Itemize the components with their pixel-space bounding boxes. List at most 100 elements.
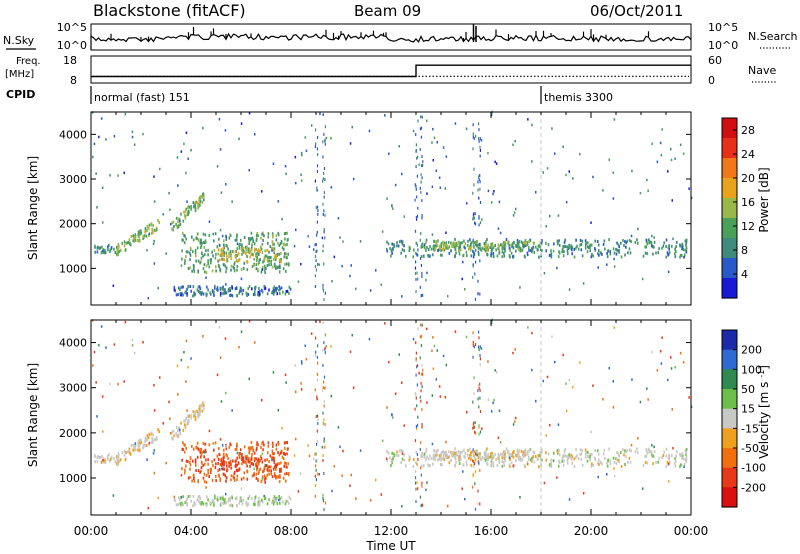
velocity-cell [146, 434, 149, 438]
power-cell [542, 171, 544, 174]
power-cell [589, 246, 591, 249]
velocity-cell [420, 455, 422, 458]
power-cell [195, 237, 198, 240]
power-cell [181, 257, 183, 261]
velocity-cell [189, 494, 192, 498]
velocity-cell [391, 451, 393, 455]
velocity-cell [501, 464, 504, 468]
velocity-cell [324, 445, 326, 449]
velocity-cell [415, 358, 417, 362]
velocity-cell [301, 362, 303, 365]
velocity-cell [492, 461, 495, 465]
power-cell [445, 155, 448, 158]
velocity-cell [199, 450, 202, 454]
power-cell [416, 253, 418, 257]
velocity-cell [421, 484, 423, 488]
power-cell [308, 245, 311, 248]
power-cell [322, 213, 324, 216]
velocity-cell [300, 472, 302, 475]
power-cell [190, 207, 192, 211]
power-cell [401, 248, 404, 252]
velocity-cell [287, 447, 289, 451]
y-tick-label: 4000 [59, 128, 87, 141]
power-cell [665, 255, 667, 259]
power-cell [416, 214, 419, 218]
power-cell [261, 290, 264, 294]
power-cell [422, 160, 424, 164]
power-cell [212, 232, 214, 236]
velocity-cell [242, 476, 245, 480]
velocity-cell [202, 463, 204, 467]
power-cell [349, 274, 351, 278]
power-cell [499, 231, 502, 235]
velocity-cell [479, 363, 481, 367]
power-cell [473, 212, 475, 216]
power-cell [472, 249, 474, 253]
power-cell [517, 246, 520, 250]
power-cell [204, 241, 206, 245]
velocity-cell [417, 364, 419, 368]
power-cell [127, 241, 130, 244]
power-cell [185, 171, 187, 175]
velocity-cell [275, 465, 278, 469]
power-cell [223, 258, 226, 262]
power-cell [391, 251, 393, 255]
power-cell [458, 246, 461, 250]
power-cell [236, 294, 238, 298]
power-cell [145, 228, 147, 232]
velocity-cell [464, 451, 467, 455]
velocity-cell [231, 504, 234, 508]
power-cell [518, 245, 521, 249]
velocity-cell [355, 497, 357, 500]
velocity-cell [417, 487, 419, 491]
power-cell [681, 244, 684, 248]
power-cells [91, 110, 693, 302]
velocity-cell [565, 409, 568, 413]
velocity-cell [289, 497, 292, 501]
velocity-cell [187, 460, 189, 463]
power-cell [479, 247, 482, 251]
velocity-cell [568, 498, 571, 501]
power-cell [113, 135, 116, 138]
power-cell [186, 293, 188, 297]
velocity-cell [420, 389, 422, 393]
velocity-cell [415, 500, 417, 503]
cpid-segment-label: themis 3300 [544, 91, 613, 104]
power-cell [618, 245, 620, 249]
power-cell [497, 227, 500, 230]
power-cell [690, 196, 693, 200]
power-cell [216, 245, 219, 249]
power-cell [182, 285, 184, 289]
velocity-cell [415, 461, 417, 465]
velocity-cell [655, 461, 657, 464]
power-cell [153, 200, 156, 203]
power-cell [245, 252, 247, 255]
velocity-cell [238, 345, 240, 349]
velocity-cell [421, 451, 424, 455]
power-cell [248, 242, 250, 245]
power-cell [432, 247, 435, 251]
power-cell [200, 292, 203, 296]
velocity-cell [243, 445, 246, 449]
velocity-cell [198, 495, 201, 498]
velocity-cell [479, 382, 481, 386]
velocity-cell [519, 496, 521, 499]
velocity-cell [684, 448, 687, 452]
power-cell [217, 263, 220, 267]
velocity-cell [416, 383, 418, 387]
power-cell [203, 270, 206, 274]
velocity-cell [457, 450, 460, 453]
velocity-cell [214, 496, 216, 500]
power-cell [271, 232, 274, 236]
velocity-cell [594, 458, 597, 462]
power-cell [138, 239, 141, 243]
power-cell [396, 241, 398, 245]
velocity-cell [396, 450, 398, 454]
velocity-cell [454, 464, 456, 468]
power-cell [420, 232, 422, 235]
velocity-cell [392, 416, 394, 419]
velocity-cell [196, 498, 199, 502]
power-cell [567, 252, 569, 256]
power-cell [275, 289, 278, 293]
velocity-cell [429, 464, 431, 467]
